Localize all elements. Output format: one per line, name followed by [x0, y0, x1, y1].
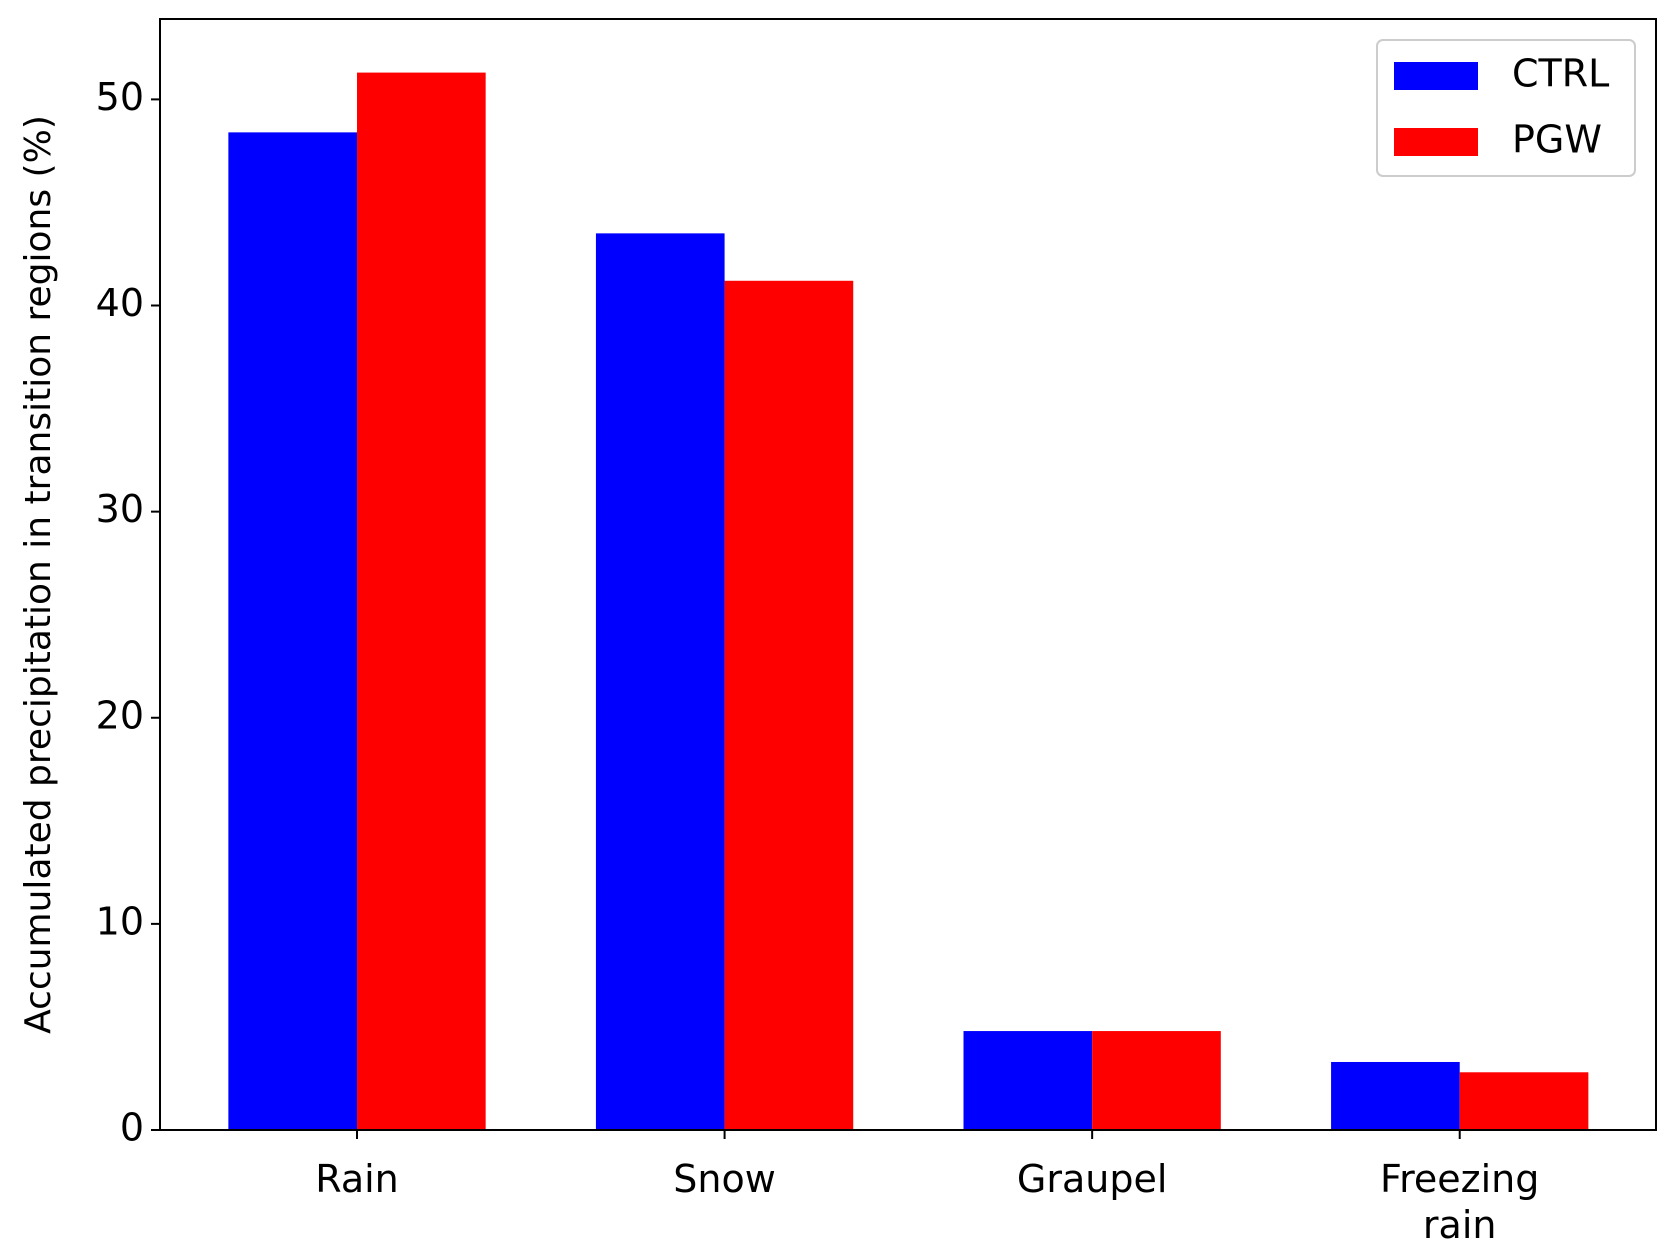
bar: [1092, 1031, 1221, 1130]
y-tick-label: 10: [96, 899, 144, 943]
x-tick-label: Snow: [673, 1157, 776, 1201]
bar: [357, 72, 486, 1131]
bar: [1331, 1061, 1460, 1130]
y-tick-label: 0: [120, 1106, 144, 1150]
legend-swatch: [1394, 128, 1478, 156]
bar: [963, 1031, 1093, 1130]
y-tick-label: 30: [96, 487, 144, 531]
legend-label: CTRL: [1512, 52, 1609, 96]
bar: [595, 233, 725, 1131]
x-tick-label: Freezing rain: [1380, 1157, 1540, 1247]
bar: [228, 132, 358, 1131]
y-tick-label: 40: [96, 281, 144, 325]
y-tick-label: 50: [96, 75, 144, 119]
plot-frame: [159, 18, 1657, 1131]
x-tick-label: Rain: [315, 1157, 399, 1201]
legend-label: PGW: [1512, 118, 1602, 162]
bar: [724, 280, 854, 1130]
legend-swatch: [1394, 62, 1478, 90]
x-tick-label: Graupel: [1016, 1157, 1168, 1201]
y-axis-label: Accumulated precipitation in transition …: [18, 115, 59, 1034]
y-tick-label: 20: [96, 693, 144, 737]
bar: [1459, 1072, 1589, 1130]
